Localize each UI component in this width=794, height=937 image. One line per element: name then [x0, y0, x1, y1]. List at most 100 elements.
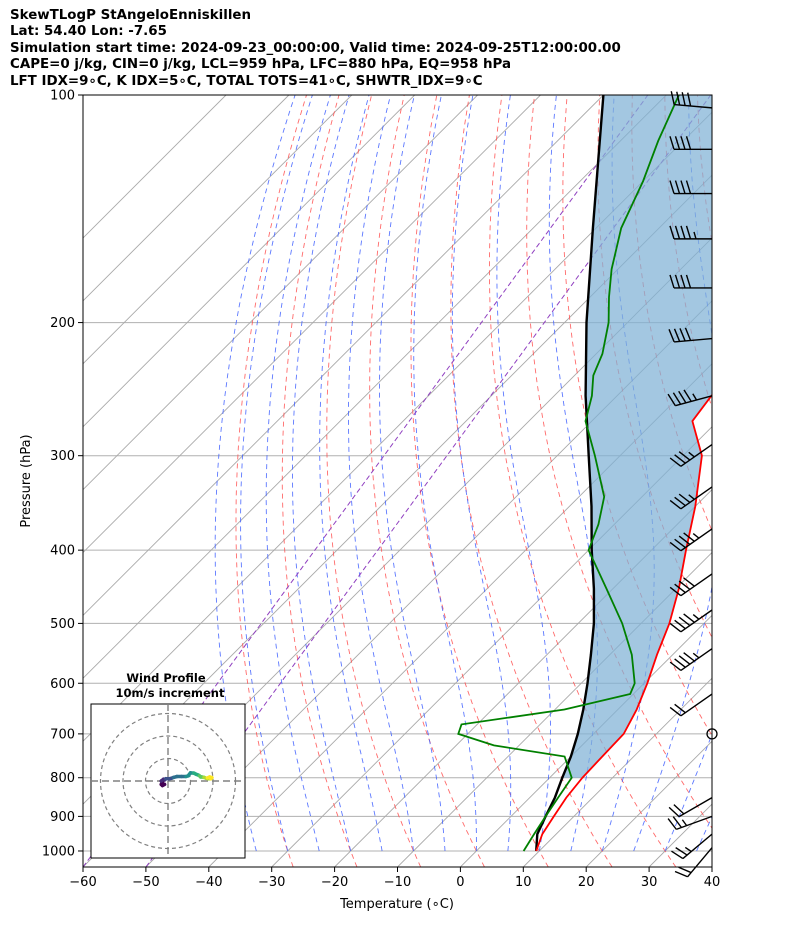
y-axis: 1000 900 800 700 600 500 400 300 200 100: [42, 89, 83, 859]
moist-adiabat-line: [451, 95, 512, 852]
wind-barb-shaft: [680, 443, 713, 467]
dewpoint-line: [457, 95, 680, 852]
wind-barb-flag: [680, 136, 686, 150]
wind-barb-shaft: [676, 815, 713, 831]
wind-barb: [674, 847, 713, 878]
wind-barb-shaft: [680, 648, 713, 672]
x-tick-label: 40: [704, 875, 721, 890]
y-axis-label: Pressure (hPa): [19, 434, 34, 527]
wind-barb-flag: [674, 274, 681, 289]
wind-barb: [669, 225, 712, 240]
wind-barb-flag: [674, 583, 686, 594]
wind-barb: [668, 327, 713, 343]
wind-barb-flag: [683, 652, 695, 662]
chart-title: SkewTLogP StAngeloEnniskillen: [10, 8, 252, 23]
x-tick-label: −40: [195, 875, 222, 890]
wind-barb-flag: [685, 136, 692, 150]
dry-adiabat-line: [730, 95, 794, 867]
wind-barb-flag: [683, 532, 695, 542]
wind-barb: [669, 274, 712, 289]
wind-barb-shaft: [687, 847, 713, 878]
wind-barb: [669, 136, 712, 151]
moist-adiabat-line: [633, 95, 712, 852]
wind-barb-flag: [674, 870, 688, 878]
wind-barb-shaft: [680, 528, 713, 552]
parcel-path-line: [535, 95, 605, 852]
temperature-line: [535, 393, 712, 852]
wind-barb-flag: [672, 392, 682, 405]
wind-barb-flag: [670, 91, 675, 105]
wind-barb-shaft: [680, 609, 713, 633]
wind-barb-flag: [685, 274, 692, 289]
wind-barb-flag: [674, 658, 686, 668]
wind-barb-flag: [674, 538, 686, 549]
moist-adiabat-line: [292, 95, 352, 852]
wind-barb-flag: [678, 580, 691, 590]
x-tick-label: −60: [69, 875, 96, 890]
wind-barb: [669, 486, 713, 510]
wind-barb-shaft: [680, 486, 713, 510]
location-coordinates: Lat: 54.40 Lon: -7.65: [10, 24, 167, 40]
y-tick-label: 500: [50, 617, 75, 632]
x-tick-label: −10: [384, 875, 411, 890]
isotherm-line: [83, 95, 667, 679]
moist-adiabat-line: [348, 95, 414, 852]
dry-adiabat-line: [326, 95, 422, 867]
wind-barb: [669, 528, 713, 552]
wind-barb-shaft: [680, 693, 713, 717]
wind-barb-flag: [680, 180, 686, 194]
wind-barb-flag: [669, 180, 675, 194]
y-tick-label: 100: [50, 89, 75, 104]
wind-barb-flag: [680, 225, 686, 240]
wind-barb-flag: [667, 393, 676, 407]
wind-barb-half-flag: [692, 533, 700, 539]
y-tick-label: 700: [50, 727, 75, 742]
wind-barb-flag: [678, 616, 691, 627]
wind-barb: [670, 91, 713, 109]
x-axis: −60 −50 −40 −30 −20 −10 0 10 20 30 40: [69, 867, 720, 890]
isotherm-line: [83, 95, 227, 239]
wind-barb-shaft: [674, 337, 713, 343]
dry-adiabat-line: [763, 95, 794, 867]
wind-barb-flag: [676, 91, 681, 106]
wind-barb-flag: [668, 329, 675, 343]
wind-barb: [669, 573, 713, 597]
wind-barb-shaft: [680, 573, 713, 597]
wind-barb-flag: [672, 816, 683, 828]
wind-barb-shaft: [675, 395, 713, 407]
wind-barb-flag: [680, 274, 686, 289]
skewt-gridlines: [83, 95, 794, 867]
isotherm-line: [522, 677, 712, 867]
wind-barb-flag: [674, 454, 686, 464]
moist-adiabat-line: [664, 733, 712, 852]
wind-barb-flag: [669, 622, 682, 633]
wind-barb-flag: [678, 866, 692, 874]
simulation-times: Simulation start time: 2024-09-23_00:00:…: [10, 40, 621, 56]
wind-barb-flag: [674, 180, 681, 194]
dry-adiabat-line: [526, 95, 712, 829]
y-tick-label: 600: [50, 677, 75, 692]
wind-barb-flag: [669, 706, 682, 717]
wind-barb-half-flag: [692, 393, 698, 401]
x-tick-label: −30: [258, 875, 285, 890]
wind-barb-flag: [669, 225, 675, 240]
isotherm-line: [83, 95, 478, 491]
chart-header: SkewTLogP StAngeloEnniskillen Lat: 54.40…: [10, 8, 621, 90]
x-tick-label: 30: [641, 875, 658, 890]
wind-barb: [669, 693, 713, 717]
wind-barb-flag: [673, 804, 685, 815]
x-tick-label: 20: [578, 875, 595, 890]
wind-barb-shaft: [674, 103, 713, 109]
wind-barb-flag: [674, 703, 686, 714]
wind-barb-half-flag: [693, 231, 697, 240]
wind-barb-flag: [679, 328, 686, 342]
x-tick-label: −50: [132, 875, 159, 890]
cape-fill: [562, 95, 712, 778]
wind-barb: [669, 648, 713, 672]
wind-barbs: [667, 91, 718, 878]
wind-barb-flag: [667, 818, 677, 830]
wind-barb-flag: [683, 613, 695, 623]
wind-barb-flag: [669, 457, 682, 467]
x-axis-label: Temperature (∘C): [339, 897, 454, 912]
hodograph-title: Wind Profile: [126, 671, 206, 685]
